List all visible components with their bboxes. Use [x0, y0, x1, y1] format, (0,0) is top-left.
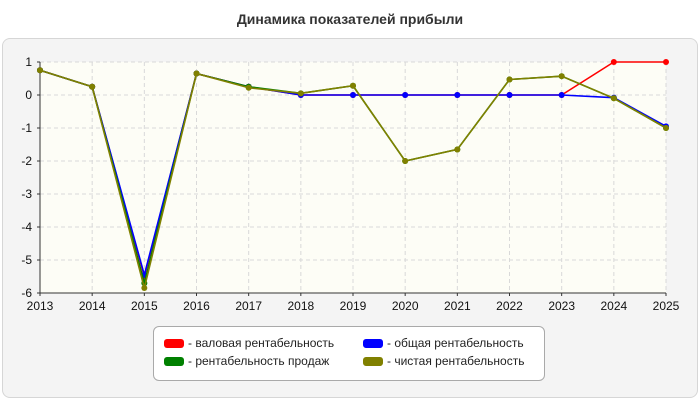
- y-tick-label: -5: [21, 253, 32, 267]
- x-tick-label: 2019: [340, 299, 367, 313]
- legend-swatch-net: [363, 356, 383, 366]
- x-tick-label: 2021: [444, 299, 471, 313]
- data-point-net: [193, 70, 200, 77]
- legend-item-total: - общая рентабельность: [363, 335, 524, 351]
- data-point-gross: [663, 59, 669, 65]
- y-tick-label: 0: [25, 88, 32, 102]
- data-point-net: [558, 73, 565, 80]
- y-tick-label: -3: [21, 187, 32, 201]
- legend-label-net: - чистая рентабельность: [387, 354, 525, 368]
- y-tick-label: -6: [21, 286, 32, 300]
- y-tick-label: -1: [21, 121, 32, 135]
- legend-label-sales: - рентабельность продаж: [188, 354, 330, 368]
- y-tick-label: -4: [21, 220, 32, 234]
- x-tick-label: 2015: [131, 299, 158, 313]
- legend-item-gross: - валовая рентабельность: [164, 335, 334, 351]
- legend-swatch-gross: [164, 338, 184, 348]
- legend-item-net: - чистая рентабельность: [363, 353, 524, 369]
- legend-item-sales: - рентабельность продаж: [164, 353, 329, 369]
- data-point-net: [297, 90, 304, 97]
- data-point-total: [506, 92, 513, 98]
- data-point-gross: [610, 59, 617, 65]
- x-tick-label: 2014: [79, 299, 106, 313]
- y-tick-label: -2: [21, 154, 32, 168]
- legend-label-total: - общая рентабельность: [387, 336, 524, 350]
- data-point-net: [89, 83, 96, 90]
- legend-swatch-sales: [164, 356, 184, 366]
- x-tick-label: 2013: [27, 299, 54, 313]
- data-point-total: [350, 92, 356, 98]
- data-point-net: [245, 84, 252, 91]
- x-tick-label: 2020: [392, 299, 419, 313]
- data-point-total: [402, 92, 409, 98]
- data-point-net: [37, 67, 43, 74]
- legend-swatch-total: [363, 338, 383, 348]
- data-point-net: [610, 95, 617, 102]
- data-point-net: [663, 125, 669, 131]
- x-tick-label: 2018: [287, 299, 314, 313]
- x-tick-label: 2024: [600, 299, 627, 313]
- x-tick-label: 2017: [235, 299, 262, 313]
- legend-label-gross: - валовая рентабельность: [188, 336, 335, 350]
- x-tick-label: 2023: [548, 299, 575, 313]
- data-point-net: [506, 76, 513, 83]
- x-tick-label: 2016: [183, 299, 210, 313]
- data-point-net: [454, 146, 461, 153]
- x-tick-label: 2025: [653, 299, 680, 313]
- data-point-net: [350, 82, 356, 89]
- y-tick-label: 1: [25, 55, 32, 69]
- data-point-net: [141, 285, 148, 292]
- data-point-total: [454, 92, 461, 98]
- chart-title: Динамика показателей прибыли: [236, 11, 464, 27]
- data-point-total: [558, 92, 565, 98]
- chart-legend: - валовая рентабельность - общая рентабе…: [153, 326, 545, 381]
- x-tick-label: 2022: [496, 299, 523, 313]
- data-point-net: [402, 158, 409, 164]
